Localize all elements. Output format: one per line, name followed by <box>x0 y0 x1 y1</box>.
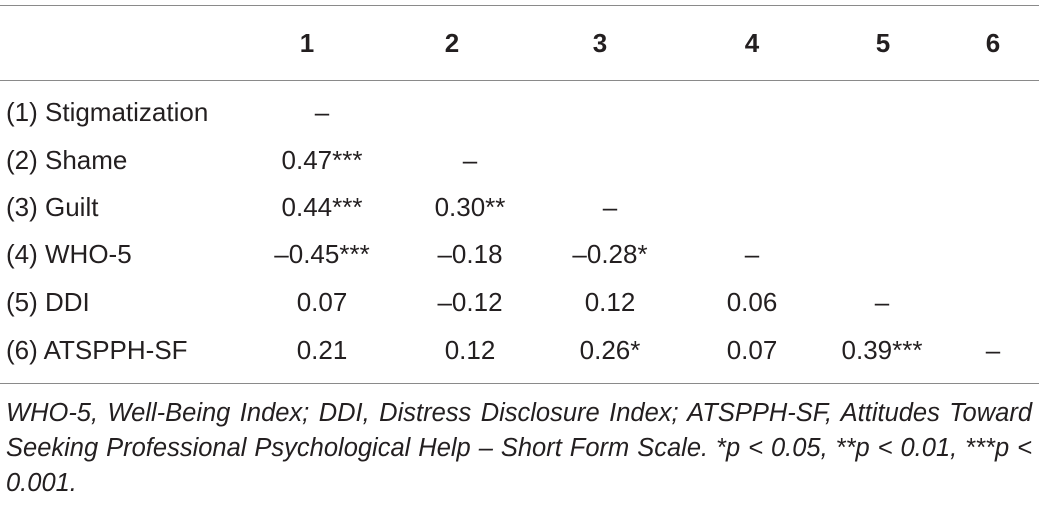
column-header: 5 <box>875 28 891 58</box>
row-label: (5) DDI <box>6 287 90 317</box>
table-cell: – <box>462 145 478 175</box>
table-cell: – <box>985 335 1001 365</box>
table-cell: 0.12 <box>584 287 636 317</box>
column-header: 2 <box>444 28 460 58</box>
table-cell: 0.06 <box>726 287 778 317</box>
table-cell: –0.45*** <box>274 239 370 269</box>
table-cell: – <box>602 192 618 222</box>
table-cell: 0.12 <box>444 335 496 365</box>
bottom-rule <box>0 383 1039 384</box>
row-label: (2) Shame <box>6 145 128 175</box>
top-rule <box>0 5 1039 6</box>
footnote: WHO-5, Well-Being Index; DDI, Distress D… <box>6 399 1032 497</box>
row-label: (1) Stigmatization <box>6 97 209 127</box>
table-cell: 0.07 <box>296 287 348 317</box>
column-header: 4 <box>744 28 760 58</box>
column-header: 6 <box>985 28 1001 58</box>
column-header: 1 <box>299 28 315 58</box>
table-cell: – <box>874 287 890 317</box>
table-cell: – <box>314 97 330 127</box>
table-cell: – <box>744 239 760 269</box>
table-cell: 0.30** <box>434 192 506 222</box>
column-header: 3 <box>592 28 608 58</box>
table-cell: 0.39*** <box>841 335 923 365</box>
table-cell: 0.21 <box>296 335 348 365</box>
table-cell: 0.26* <box>579 335 641 365</box>
table-cell: –0.12 <box>437 287 503 317</box>
table-cell: 0.47*** <box>281 145 363 175</box>
table-cell: –0.18 <box>437 239 503 269</box>
row-label: (4) WHO-5 <box>6 239 132 269</box>
table-cell: –0.28* <box>572 239 648 269</box>
row-label: (3) Guilt <box>6 192 99 222</box>
header-rule <box>0 80 1039 81</box>
row-label: (6) ATSPPH-SF <box>6 335 188 365</box>
table-cell: 0.44*** <box>281 192 363 222</box>
table-cell: 0.07 <box>726 335 778 365</box>
